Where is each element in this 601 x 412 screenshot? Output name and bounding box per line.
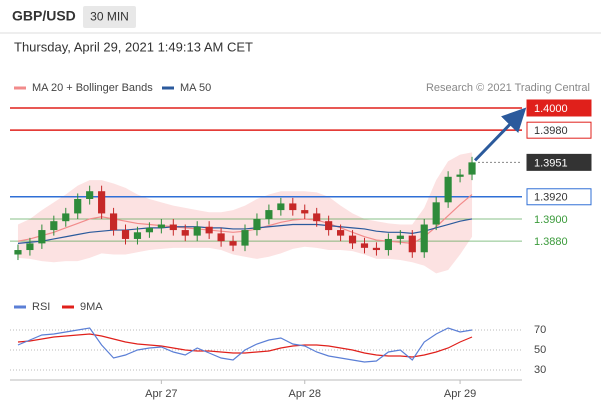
legend-label: RSI	[32, 301, 50, 313]
level-box	[526, 188, 592, 206]
candle-body	[62, 213, 70, 222]
legend-label: MA 50	[180, 82, 211, 94]
candle-body	[157, 224, 165, 228]
candle-body	[289, 203, 297, 211]
indicator-line	[17, 327, 473, 363]
symbol: GBP/USD	[12, 8, 76, 24]
candle-body	[217, 233, 225, 242]
candle-body	[74, 198, 82, 214]
level-label: 1.3951	[534, 157, 568, 169]
candle-body	[38, 230, 46, 244]
level-label: 1.4000	[534, 103, 568, 115]
candle-body	[26, 243, 34, 251]
level-box	[526, 121, 592, 139]
candle-body	[86, 191, 94, 199]
candle-body	[50, 221, 58, 231]
candle-body	[14, 250, 22, 255]
legend-label: 9MA	[80, 301, 103, 313]
candle-body	[444, 176, 452, 203]
candle-body	[372, 247, 381, 251]
level-label: 1.3880	[534, 236, 568, 248]
candle-body	[121, 230, 130, 239]
y-tick-label: 30	[534, 364, 546, 376]
level-label: 1.3920	[534, 192, 568, 204]
candle-body	[432, 202, 440, 225]
candle-body	[396, 235, 404, 239]
candle-body	[265, 210, 273, 219]
candle-body	[241, 230, 249, 246]
x-tick-label: Apr 29	[444, 388, 476, 400]
timeframe[interactable]: 30 MIN	[90, 10, 129, 24]
candle-body	[301, 210, 309, 214]
x-tick-label: Apr 27	[145, 388, 177, 400]
candle-body	[145, 227, 153, 233]
level-label: 1.3900	[534, 214, 568, 226]
candle-body	[109, 213, 118, 231]
credit: Research © 2021 Trading Central	[426, 82, 590, 94]
bollinger-band	[17, 152, 473, 274]
candle-body	[181, 230, 189, 236]
y-tick-label: 50	[534, 344, 546, 356]
date: Thursday, April 29, 2021 1:49:13 AM CET	[14, 39, 253, 54]
candle-body	[229, 241, 237, 246]
level-box	[526, 153, 592, 171]
y-tick-label: 70	[534, 324, 546, 336]
legend-label: MA 20 + Bollinger Bands	[32, 82, 153, 94]
candle-body	[337, 230, 345, 236]
candle-body	[169, 224, 177, 231]
candle-body	[360, 243, 369, 248]
x-tick-label: Apr 28	[289, 388, 321, 400]
projection-arrow	[473, 107, 527, 162]
candle-body	[325, 221, 333, 231]
candle-body	[456, 174, 464, 177]
level-label: 1.3980	[534, 125, 568, 137]
candle-body	[133, 232, 142, 239]
candle-body	[98, 191, 106, 214]
candle-body	[193, 226, 201, 236]
candle-body	[420, 224, 428, 253]
level-box	[526, 99, 592, 117]
candle-body	[384, 238, 392, 251]
timeframe-button[interactable]	[83, 6, 136, 28]
candle-body	[408, 235, 416, 253]
candle-body	[253, 218, 261, 231]
candle-body	[348, 235, 357, 244]
candle-body	[313, 213, 321, 222]
candle-body	[277, 203, 285, 211]
candle-body	[468, 162, 476, 175]
candle-body	[205, 226, 213, 234]
